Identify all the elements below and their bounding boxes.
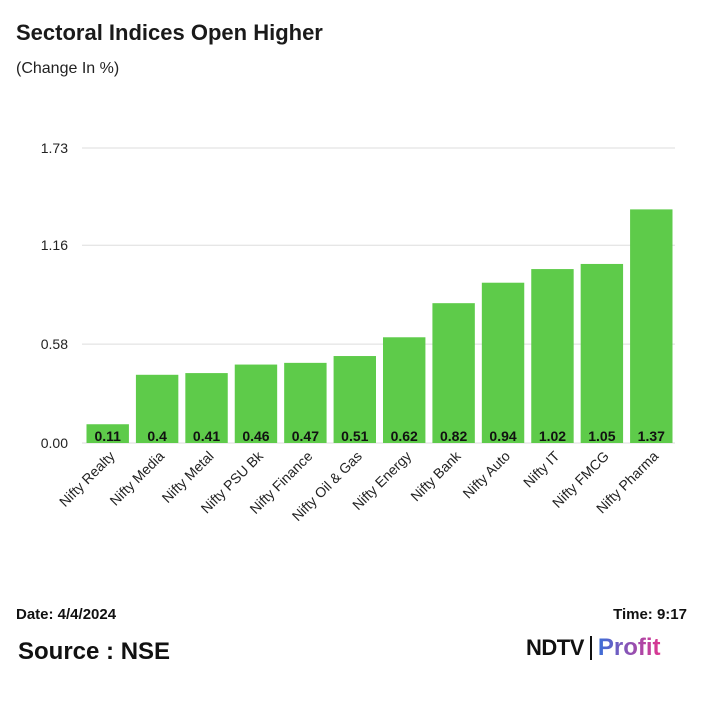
logo-profit-text: Profit [597, 634, 661, 661]
bar [531, 269, 574, 443]
y-tick-label: 1.16 [41, 237, 68, 253]
bar [234, 364, 278, 443]
bar [284, 362, 327, 443]
bar-value-label: 0.62 [391, 428, 418, 444]
source-label: Source : NSE [18, 638, 171, 665]
bar [580, 263, 624, 443]
date-label: Date: 4/4/2024 [16, 606, 117, 623]
bar-value-label: 0.47 [292, 428, 319, 444]
bar [185, 373, 228, 443]
y-tick-label: 0.58 [41, 336, 68, 352]
bar [333, 356, 376, 443]
bar [86, 424, 129, 443]
x-tick-label: Nifty Bank [407, 447, 464, 504]
y-tick-label: 0.00 [41, 435, 68, 451]
logo-separator [589, 636, 592, 660]
y-tick-label: 1.73 [41, 140, 68, 156]
chart-subtitle: (Change In %) [16, 60, 120, 77]
bar-value-label: 0.94 [489, 428, 516, 444]
bar-value-label: 1.37 [638, 428, 665, 444]
bar [481, 282, 525, 443]
bar-value-label: 0.4 [147, 428, 167, 444]
bar [135, 374, 179, 443]
bar-value-label: 0.82 [440, 428, 467, 444]
x-tick-label: Nifty IT [520, 447, 563, 490]
bar [630, 209, 673, 443]
ndtv-profit-logo: NDTV Profit [526, 632, 661, 664]
bar-value-label: 0.41 [193, 428, 220, 444]
bar-value-label: 0.51 [341, 428, 368, 444]
bar-value-label: 0.11 [94, 428, 121, 444]
bar [383, 337, 426, 443]
time-label: Time: 9:17 [613, 606, 687, 623]
bar-value-label: 1.05 [588, 428, 615, 444]
x-tick-label: Nifty Auto [459, 448, 513, 502]
chart-title: Sectoral Indices Open Higher [16, 20, 323, 45]
x-tick-label: Nifty Media [106, 448, 167, 509]
bar-value-label: 0.46 [242, 428, 269, 444]
bar [432, 303, 475, 443]
bar-value-label: 1.02 [539, 428, 566, 444]
logo-ndtv-text: NDTV [526, 635, 584, 660]
